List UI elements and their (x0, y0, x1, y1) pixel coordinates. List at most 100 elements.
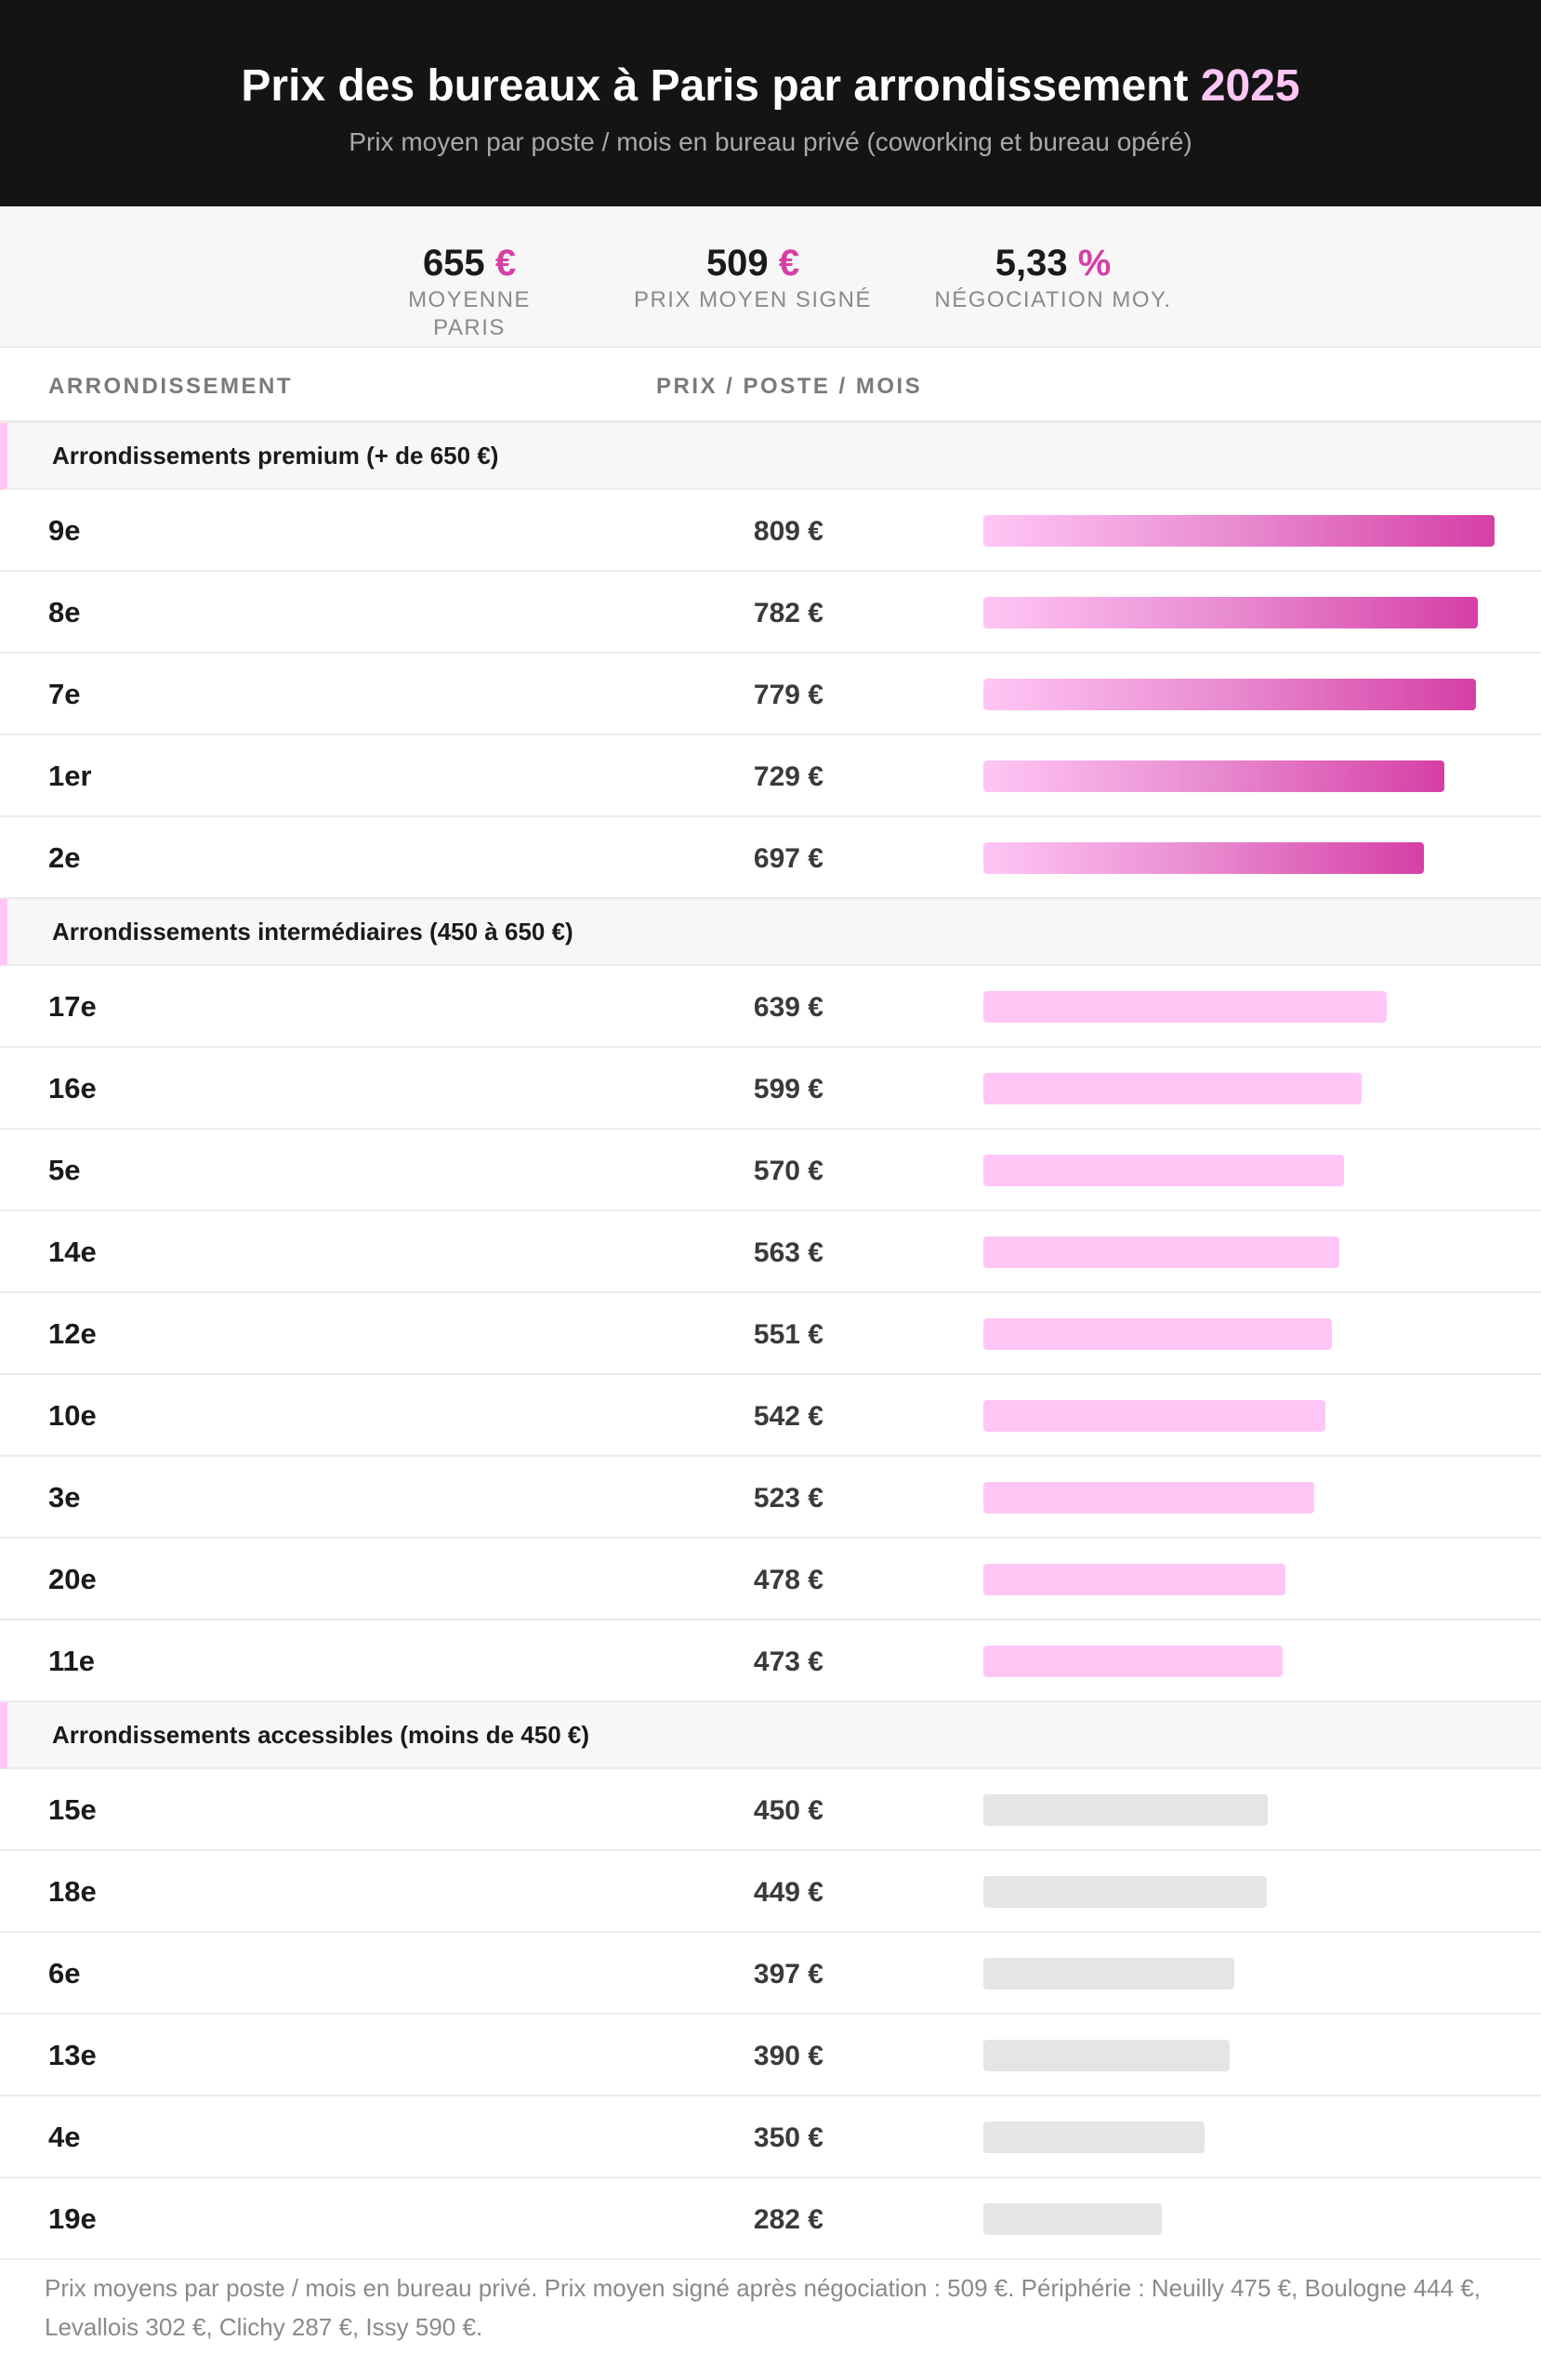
price-bar (983, 1318, 1332, 1350)
stat-negociation: 5,33 % NÉGOCIATION MOY. (929, 242, 1177, 314)
price-value: 697 € (753, 843, 823, 874)
table-row: 3e 523 € (0, 1457, 1541, 1539)
price-bar (983, 679, 1476, 710)
table-row: 9e 809 € (0, 490, 1541, 572)
stats-bar: 655 € MOYENNE PARIS 509 € PRIX MOYEN SIG… (0, 206, 1541, 348)
table-row: 6e 397 € (0, 1933, 1541, 2015)
price-value: 450 € (753, 1795, 823, 1826)
price-value: 350 € (753, 2122, 823, 2153)
table-row: 8e 782 € (0, 572, 1541, 654)
table-row: 18e 449 € (0, 1851, 1541, 1933)
price-bar (983, 2040, 1230, 2071)
group-header: Arrondissements premium (+ de 650 €) (0, 423, 1541, 490)
price-value: 563 € (753, 1237, 823, 1268)
price-value: 782 € (753, 598, 823, 628)
column-header-prix: PRIX / POSTE / MOIS (656, 374, 923, 399)
price-bar (983, 597, 1478, 628)
table-row: 2e 697 € (0, 817, 1541, 899)
table-row: 13e 390 € (0, 2015, 1541, 2096)
arrondissement-label: 10e (48, 1399, 97, 1432)
stat-number: 5,33 (994, 243, 1068, 284)
group-label: Arrondissements premium (+ de 650 €) (52, 442, 499, 469)
price-bar (983, 1564, 1285, 1595)
price-value: 779 € (753, 680, 823, 710)
stat-label: NÉGOCIATION MOY. (934, 287, 1172, 312)
price-value: 542 € (753, 1401, 823, 1432)
table-row: 10e 542 € (0, 1375, 1541, 1457)
table-row: 16e 599 € (0, 1048, 1541, 1130)
arrondissement-label: 9e (48, 514, 81, 547)
price-bar (983, 1876, 1267, 1908)
arrondissement-label: 2e (48, 841, 81, 874)
table-row: 7e 779 € (0, 654, 1541, 735)
price-bar (983, 991, 1387, 1023)
price-bar (983, 760, 1444, 792)
footnote: Prix moyens par poste / mois en bureau p… (45, 2274, 1481, 2341)
arrondissement-label: 3e (48, 1481, 81, 1514)
group-label: Arrondissements accessibles (moins de 45… (52, 1721, 590, 1749)
page-subtitle: Prix moyen par poste / mois en bureau pr… (349, 127, 1192, 156)
price-value: 599 € (753, 1074, 823, 1104)
price-bar (983, 1958, 1234, 1990)
arrondissement-label: 12e (48, 1317, 97, 1350)
group-label: Arrondissements intermédiaires (450 à 65… (52, 918, 573, 945)
arrondissement-label: 18e (48, 1875, 97, 1908)
arrondissement-label: 19e (48, 2202, 97, 2235)
page-title: Prix des bureaux à Paris par arrondissem… (0, 60, 1541, 113)
price-value: 551 € (753, 1319, 823, 1350)
arrondissement-label: 15e (48, 1793, 97, 1826)
table-row: 19e 282 € (0, 2178, 1541, 2260)
price-value: 397 € (753, 1959, 823, 1990)
table-row: 5e 570 € (0, 1130, 1541, 1211)
title-text: Prix des bureaux à Paris par arrondissem… (241, 61, 1189, 111)
price-bar (983, 1482, 1314, 1514)
price-bar (983, 842, 1424, 874)
price-bar (983, 515, 1495, 547)
price-bar (983, 1155, 1344, 1186)
header: Prix des bureaux à Paris par arrondissem… (0, 0, 1541, 206)
price-value: 282 € (753, 2204, 823, 2235)
arrondissement-label: 16e (48, 1072, 97, 1104)
price-value: 523 € (753, 1483, 823, 1514)
price-value: 473 € (753, 1646, 823, 1677)
price-value: 449 € (753, 1877, 823, 1908)
arrondissement-label: 4e (48, 2121, 81, 2153)
stat-value: 655 € (370, 242, 569, 284)
price-value: 570 € (753, 1156, 823, 1186)
price-bar (983, 1646, 1283, 1677)
table-row: 11e 473 € (0, 1620, 1541, 1702)
arrondissement-label: 14e (48, 1236, 97, 1268)
stat-value: 5,33 % (929, 242, 1177, 284)
stat-label: PRIX MOYEN SIGNÉ (633, 287, 873, 312)
price-value: 729 € (753, 761, 823, 792)
column-header-arrondissement: ARRONDISSEMENT (48, 374, 294, 399)
column-headers: ARRONDISSEMENT PRIX / POSTE / MOIS (0, 348, 1541, 423)
stat-prix-moyen-signe: 509 € PRIX MOYEN SIGNÉ (632, 242, 874, 314)
stat-number: 509 (705, 243, 769, 284)
table-row: 14e 563 € (0, 1211, 1541, 1293)
price-value: 809 € (753, 516, 823, 547)
price-bar (983, 1073, 1362, 1104)
stat-unit: € (494, 243, 517, 284)
table-row: 15e 450 € (0, 1769, 1541, 1851)
group-header: Arrondissements accessibles (moins de 45… (0, 1702, 1541, 1769)
arrondissement-label: 20e (48, 1563, 97, 1595)
table-row: 1er 729 € (0, 735, 1541, 817)
table-row: 17e 639 € (0, 966, 1541, 1048)
arrondissement-label: 8e (48, 596, 81, 628)
price-value: 478 € (753, 1565, 823, 1595)
price-bar (983, 1236, 1339, 1268)
stat-number: 655 (422, 243, 485, 284)
stat-label: MOYENNE PARIS (408, 287, 531, 340)
table-row: 20e 478 € (0, 1539, 1541, 1620)
title-year: 2025 (1200, 61, 1300, 111)
stat-value: 509 € (632, 242, 874, 284)
price-value: 639 € (753, 992, 823, 1023)
group-header: Arrondissements intermédiaires (450 à 65… (0, 899, 1541, 966)
price-bar (983, 1794, 1268, 1826)
arrondissement-label: 11e (48, 1645, 96, 1677)
arrondissement-label: 17e (48, 990, 97, 1023)
price-bar (983, 2122, 1205, 2153)
table-row: 12e 551 € (0, 1293, 1541, 1375)
price-bar (983, 1400, 1325, 1432)
